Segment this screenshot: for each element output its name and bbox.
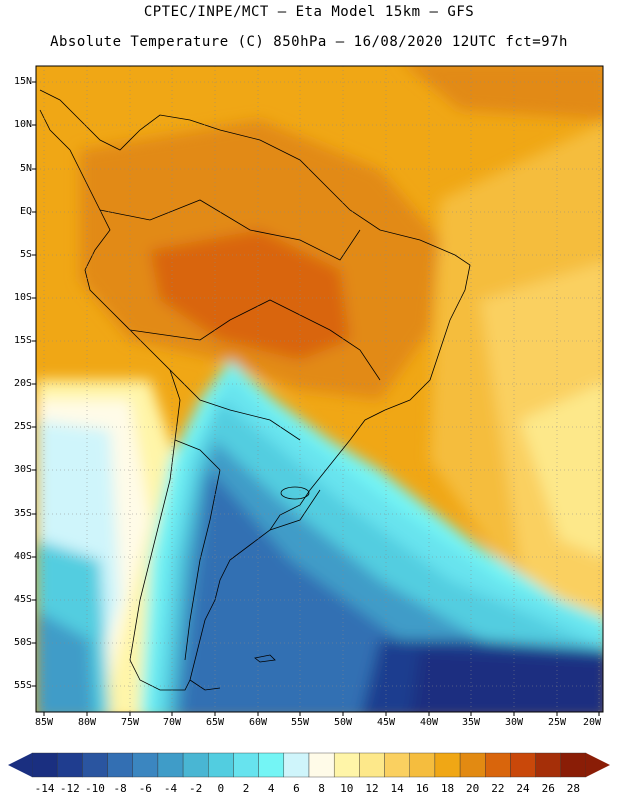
lat-label-25s: 25S: [13, 421, 32, 432]
lat-label-35s: 35S: [13, 508, 32, 519]
colorbar-swatch: [560, 752, 587, 778]
title-line-1: CPTEC/INPE/MCT – Eta Model 15km – GFS: [143, 4, 475, 20]
colorbar-label: -14: [34, 782, 55, 795]
colorbar-label: 14: [390, 782, 404, 795]
lon-label-60w: 60W: [248, 717, 268, 728]
colorbar-swatch: [535, 752, 562, 778]
lat-label-55s: 55S: [13, 680, 32, 691]
colorbar-label: 18: [440, 782, 455, 795]
map-frame: [35, 65, 604, 713]
lon-label-55w: 55W: [290, 717, 310, 728]
colorbar-max-arrow: [586, 753, 610, 777]
colorbar-swatch: [384, 752, 410, 778]
lat-label-50s: 50S: [13, 637, 32, 648]
colorbar-label: 0: [217, 782, 225, 795]
lon-label-80w: 80W: [77, 717, 97, 728]
lon-label-20w: 20W: [582, 717, 602, 728]
axis-ticks: [32, 81, 600, 716]
colorbar-swatch: [182, 752, 209, 778]
colorbar-label: 28: [566, 782, 581, 795]
lat-label-5s: 5S: [19, 249, 32, 260]
colorbar-label: 22: [491, 782, 505, 795]
lon-label-25w: 25W: [547, 717, 567, 728]
colorbar-swatch: [434, 752, 461, 778]
lon-label-50w: 50W: [333, 717, 353, 728]
colorbar-label: 24: [516, 782, 530, 795]
lat-label-40s: 40S: [13, 551, 32, 562]
lat-label-5n: 5N: [19, 163, 32, 174]
colorbar-swatch: [485, 752, 511, 778]
lon-label-35w: 35W: [461, 717, 481, 728]
lon-label-45w: 45W: [376, 717, 396, 728]
title-line-2: Absolute Temperature (C) 850hPa – 16/08/…: [50, 34, 568, 50]
colorbar-label: 12: [365, 782, 379, 795]
lat-label-10n: 10N: [13, 119, 32, 130]
colorbar-label: -6: [138, 782, 152, 795]
colorbar-swatch: [283, 752, 310, 778]
lon-label-75w: 75W: [120, 717, 140, 728]
lat-label-10s: 10S: [13, 292, 32, 303]
colorbar-label: -4: [163, 782, 178, 795]
lat-label-20s: 20S: [13, 378, 32, 389]
lon-label-30w: 30W: [504, 717, 524, 728]
temperature-field: [36, 66, 603, 712]
lon-label-70w: 70W: [162, 717, 182, 728]
lat-label-15s: 15S: [13, 335, 32, 346]
colorbar-swatch: [208, 752, 234, 778]
colorbar-swatch: [233, 752, 259, 778]
colorbar-label: 10: [340, 782, 354, 795]
colorbar-swatch: [132, 752, 159, 778]
colorbar-swatch: [510, 752, 536, 778]
colorbar-swatch: [82, 752, 108, 778]
lon-label-40w: 40W: [419, 717, 439, 728]
coastlines: [39, 89, 471, 691]
colorbar-swatch: [308, 752, 335, 778]
colorbar-label: -8: [113, 782, 127, 795]
colorbar-label: 6: [293, 782, 300, 795]
colorbar: [8, 752, 610, 778]
colorbar-min-arrow: [8, 753, 32, 777]
graticule: [36, 66, 603, 712]
lat-label-15n: 15N: [13, 76, 32, 87]
colorbar-label: 4: [267, 782, 275, 795]
lon-label-65w: 65W: [205, 717, 225, 728]
colorbar-swatch: [459, 752, 486, 778]
colorbar-label: 8: [318, 782, 325, 795]
colorbar-label: 16: [415, 782, 429, 795]
colorbar-label: 2: [242, 782, 250, 795]
colorbar-label: -10: [85, 782, 105, 795]
lon-label-85w: 85W: [34, 717, 54, 728]
colorbar-label: 26: [541, 782, 555, 795]
colorbar-swatch: [157, 752, 184, 778]
colorbar-label: -12: [59, 782, 80, 795]
lat-label-45s: 45S: [13, 594, 32, 605]
colorbar-swatch: [333, 752, 360, 778]
colorbar-swatch: [31, 752, 58, 778]
colorbar-swatch: [258, 752, 285, 778]
colorbar-swatch: [359, 752, 385, 778]
colorbar-label: -2: [189, 782, 203, 795]
colorbar-label: 20: [466, 782, 480, 795]
lat-label-eq: EQ: [19, 206, 32, 217]
colorbar-swatch: [56, 752, 83, 778]
colorbar-swatch: [409, 752, 436, 778]
lat-label-30s: 30S: [13, 464, 32, 475]
colorbar-swatch: [107, 752, 133, 778]
